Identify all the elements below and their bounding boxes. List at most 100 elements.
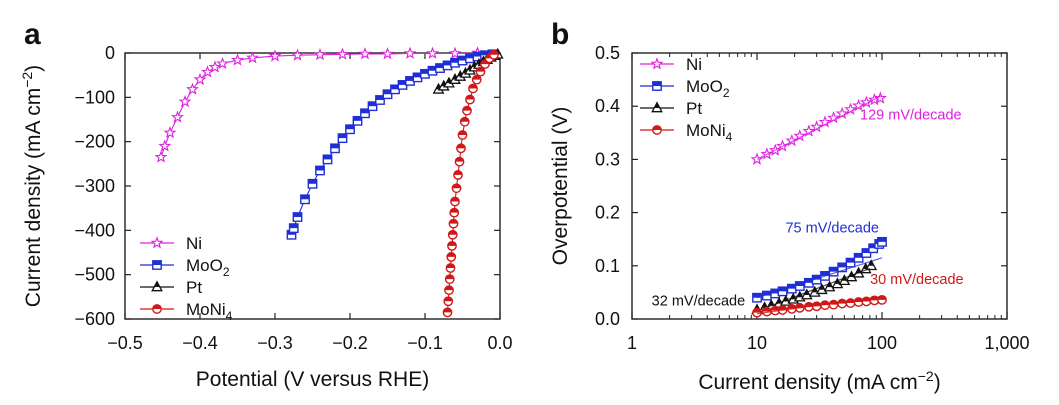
point-a-MoNi4-24-fill	[489, 50, 499, 55]
legend-marker-1-fill	[652, 81, 662, 86]
point-a-MoO2-10	[352, 115, 363, 126]
point-b-MoNi4-1	[761, 306, 772, 317]
point-a-MoO2-2	[292, 212, 303, 222]
point-b-MoNi4-10	[837, 298, 848, 309]
point-b-Pt-10-fill	[827, 281, 832, 288]
x-tick-label-b-0: 1	[627, 333, 637, 353]
slope-annotation-b-2: 32 mV/decade	[652, 294, 746, 310]
point-b-MoO2-1-fill	[762, 291, 772, 296]
point-b-MoO2-7-fill	[812, 275, 821, 280]
point-a-Ni-0	[154, 150, 168, 163]
point-a-MoO2-24-fill	[458, 56, 467, 61]
point-a-Ni-2	[163, 126, 177, 139]
y-tick-label-a-5: −500	[74, 265, 115, 285]
point-a-MoNi4-14-fill	[456, 144, 466, 149]
point-a-MoNi4-16-fill	[460, 117, 469, 122]
point-a-MoO2-18-fill	[413, 73, 422, 78]
x-axis-title-a: Potential (V versus RHE)	[196, 368, 429, 391]
x-tick-label-b-2: 100	[867, 333, 897, 353]
point-a-MoO2-15-fill	[390, 85, 400, 90]
y-tick-label-b-4: 0.4	[595, 96, 620, 116]
point-a-Ni-12	[268, 49, 282, 62]
point-a-MoNi4-5	[446, 252, 457, 262]
y-tick-label-a-2: −200	[74, 132, 115, 152]
point-a-MoO2-5	[315, 165, 325, 176]
point-b-MoO2-8-fill	[820, 271, 830, 276]
legend-label-sub-1: 2	[723, 86, 730, 100]
point-a-MoO2-27-fill	[480, 51, 490, 56]
point-a-MoNi4-12	[453, 170, 463, 180]
point-a-MoNi4-6	[447, 240, 457, 251]
point-b-Ni-1	[760, 147, 774, 160]
x-tick-label-a-0: −0.5	[107, 333, 143, 353]
y-tick-label-a-3: −300	[74, 176, 115, 196]
y-tick-label-b-5: 0.5	[595, 43, 620, 63]
point-a-MoO2-2-fill	[293, 212, 302, 218]
point-a-Ni-9	[216, 56, 229, 70]
point-b-Ni-13	[859, 95, 873, 108]
point-a-MoNi4-19	[468, 83, 478, 94]
point-a-MoNi4-10-fill	[450, 197, 460, 202]
point-a-MoNi4-2	[444, 285, 454, 296]
point-b-MoNi4-4-fill	[787, 304, 797, 309]
point-a-Ni-8	[208, 60, 222, 73]
point-a-Ni-19	[426, 46, 439, 59]
point-a-MoO2-7	[330, 143, 340, 154]
point-b-MoNi4-3-fill	[778, 305, 787, 310]
legend-label-sub-1: 2	[223, 265, 230, 279]
point-a-Ni-10	[231, 53, 244, 66]
y-axis-title-a-end: )	[22, 65, 45, 72]
point-a-MoO2-22-fill	[443, 61, 452, 66]
y-tick-label-a-1: −100	[74, 87, 115, 107]
point-a-MoO2-11-fill	[360, 109, 370, 114]
point-a-MoO2-3-fill	[300, 195, 310, 200]
x-tick-label-a-1: −0.4	[182, 333, 218, 353]
y-axis-title-a-main: Current density (mA cm	[22, 88, 45, 307]
legend-label-sub-3: 4	[226, 309, 233, 323]
panel-a-chart: −0.5 −0.4 −0.3 −0.2 −0.1 0.0 0 −100 −200 −300 −400…	[19, 43, 513, 391]
point-b-Pt-16	[865, 259, 878, 271]
point-a-MoO2-4	[307, 178, 318, 189]
point-a-Ni-6	[193, 72, 207, 86]
point-b-MoNi4-0-fill	[752, 308, 762, 313]
fit-line-b-Ni	[756, 95, 883, 160]
point-a-MoNi4-17	[462, 105, 472, 116]
point-a-MoNi4-5-fill	[447, 252, 456, 257]
series-b-Ni	[750, 91, 887, 165]
point-a-Ni-14	[313, 47, 327, 61]
point-a-MoNi4-20	[471, 74, 482, 85]
point-a-MoO2-13-fill	[375, 95, 385, 100]
legend-label-1: MoO2	[186, 256, 230, 279]
legend-marker-3-fill	[652, 125, 662, 130]
point-a-MoNi4-9-fill	[450, 208, 459, 213]
legend-marker-1-fill	[152, 260, 162, 265]
point-b-MoNi4-0	[752, 307, 762, 318]
legend-label-base-2: Pt	[686, 99, 702, 118]
point-a-MoNi4-8	[448, 218, 459, 229]
legend-label-base-2: Pt	[186, 278, 202, 297]
x-tick-label-a-4: −0.1	[407, 333, 443, 353]
point-a-MoNi4-15	[457, 130, 468, 140]
point-b-MoNi4-9	[828, 299, 839, 310]
point-a-MoNi4-24	[489, 49, 499, 60]
slope-annotation-b-1: 75 mV/decade	[785, 220, 879, 236]
point-a-MoNi4-7-fill	[448, 230, 457, 235]
legend-label-3: MoNi4	[686, 121, 733, 144]
point-a-MoO2-26-fill	[473, 52, 482, 57]
point-a-MoO2-8	[337, 133, 348, 144]
legend-marker-3-fill	[152, 304, 162, 309]
fit-line-b-MoO2	[756, 257, 883, 299]
point-a-MoNi4-12-fill	[453, 170, 463, 175]
legend-marker-0	[150, 236, 164, 249]
slope-annotation-b-0: 129 mV/decade	[860, 108, 962, 124]
point-a-MoNi4-14	[456, 143, 466, 154]
legend-marker-1	[652, 81, 662, 91]
point-a-MoO2-21-fill	[435, 63, 445, 69]
panel-label-b: b	[551, 18, 569, 51]
legend-label-sub-3: 4	[726, 130, 733, 144]
point-b-Pt-10	[823, 280, 836, 292]
point-b-Pt-2-fill	[769, 300, 774, 306]
legend-label-base-3: MoNi	[686, 121, 726, 140]
y-axis-title-a-exp: −2	[19, 72, 35, 88]
point-a-MoNi4-4	[445, 263, 456, 273]
